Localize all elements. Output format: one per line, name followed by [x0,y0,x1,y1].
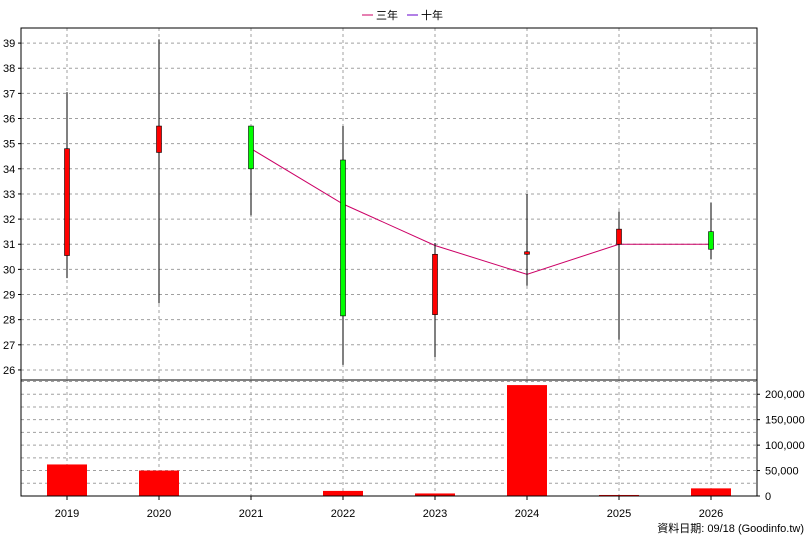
price-y-axis: 26 27 28 29 30 31 32 33 34 35 36 37 38 39 [3,38,21,377]
price-tick-label: 38 [3,63,15,75]
x-tick-label: 2020 [147,508,171,520]
price-panel: 26 27 28 29 30 31 32 33 34 35 36 37 38 39 [3,28,757,380]
price-tick-label: 27 [3,340,15,352]
legend-label-three-year: 三年 [376,8,398,22]
legend-label-ten-year: 十年 [421,8,443,22]
candlesticks [64,39,714,365]
price-tick-label: 36 [3,114,15,126]
price-tick-label: 26 [3,365,15,377]
price-tick-label: 30 [3,264,15,276]
volume-tick-label: 0 [765,491,771,503]
price-tick-label: 31 [3,239,15,251]
volume-bar [507,385,547,496]
volume-bar [691,488,731,496]
volume-plot-frame [20,379,758,497]
x-tick-label: 2022 [331,508,355,520]
volume-bars [47,385,731,496]
volume-bar [139,470,179,496]
volume-tick-label: 200,000 [765,389,805,401]
volume-panel: 0 50,000 100,000 150,000 200,000 [21,380,805,503]
volume-tick-label: 150,000 [765,415,805,427]
x-tick-label: 2025 [607,508,631,520]
x-tick-label: 2024 [515,508,539,520]
price-grid [21,28,757,380]
volume-tick-label: 100,000 [765,440,805,452]
price-tick-label: 34 [3,164,15,176]
volume-bar [323,490,363,496]
candle-body [340,159,346,317]
volume-grid [21,380,757,497]
price-plot-frame [20,27,758,381]
candle-body [156,125,162,153]
volume-bar [47,464,87,496]
candle-body [524,251,530,255]
price-tick-label: 35 [3,139,15,151]
three-year-ma-line [250,148,711,275]
price-tick-label: 32 [3,214,15,226]
price-tick-label: 33 [3,189,15,201]
source-footer: 資料日期: 09/18 (Goodinfo.tw) [657,521,804,535]
volume-bar [599,494,639,496]
candle-body [64,148,70,256]
x-tick-label: 2019 [55,508,79,520]
price-tick-label: 37 [3,88,15,100]
volume-bar [415,493,455,496]
price-tick-label: 29 [3,290,15,302]
plot-frames [20,27,758,497]
candle-body [248,125,254,170]
volume-tick-label: 50,000 [765,466,799,478]
price-tick-label: 39 [3,38,15,50]
volume-y-axis: 0 50,000 100,000 150,000 200,000 [757,389,805,503]
x-tick-label: 2026 [699,508,723,520]
candle-body [708,231,714,250]
candle-body [432,253,438,315]
x-axis: 2019 2020 2021 2022 2023 2024 2025 2026 [55,496,723,520]
x-tick-label: 2023 [423,508,447,520]
legend: 三年 十年 [362,8,443,22]
x-tick-label: 2021 [239,508,263,520]
candle-body [616,228,622,245]
price-tick-label: 28 [3,315,15,327]
moving-average-lines [250,148,711,275]
